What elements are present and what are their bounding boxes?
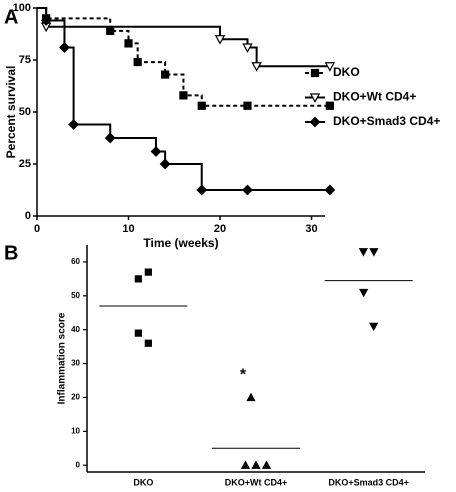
survival-line: [37, 7, 330, 107]
marker: [261, 460, 272, 469]
marker: [242, 184, 253, 196]
y-tick-label: 50: [71, 291, 80, 300]
y-axis-label: Inflammation score: [57, 312, 68, 404]
x-tick-label: 20: [214, 223, 226, 235]
marker: [150, 146, 162, 157]
marker: [324, 62, 336, 72]
survival-line: [37, 7, 330, 68]
x-axis-label: Time (weeks): [143, 236, 218, 250]
legend-label: DKO+Wt CD4+: [333, 90, 416, 104]
marker: [251, 460, 261, 469]
marker: [179, 91, 188, 100]
y-tick-label: 40: [71, 325, 80, 334]
marker: [243, 101, 252, 110]
x-tick-label: 10: [122, 223, 134, 235]
y-tick-label: 75: [19, 54, 31, 66]
marker: [358, 248, 369, 257]
marker: [40, 15, 52, 26]
y-tick-label: 60: [71, 257, 80, 266]
marker: [214, 35, 226, 45]
y-tick-label: 30: [71, 359, 80, 368]
y-tick-label: 25: [19, 158, 31, 170]
marker: [106, 26, 115, 35]
y-tick-label: 50: [19, 106, 31, 118]
x-tick-label: DKO: [133, 477, 153, 487]
marker: [369, 248, 379, 257]
marker: [134, 329, 142, 337]
marker: [240, 460, 251, 469]
marker: [68, 119, 80, 130]
marker: [59, 42, 70, 53]
marker: [134, 275, 142, 283]
x-tick-label: 30: [305, 223, 317, 235]
marker: [133, 57, 142, 67]
marker: [197, 101, 206, 110]
marker: [124, 39, 133, 48]
panel-label: A: [4, 6, 18, 28]
panel-label: B: [4, 242, 18, 264]
marker: [325, 101, 334, 110]
y-tick-label: 0: [25, 210, 31, 222]
y-tick-label: 10: [71, 426, 80, 435]
marker: [369, 322, 379, 332]
annotation: *: [240, 367, 247, 384]
marker: [159, 158, 171, 170]
marker: [324, 184, 336, 196]
y-axis-label: Percent survival: [4, 66, 18, 159]
marker: [251, 62, 262, 72]
marker: [242, 43, 253, 53]
y-tick-label: 20: [71, 393, 80, 402]
marker: [309, 116, 321, 128]
y-tick-label: 100: [13, 2, 31, 14]
marker: [144, 339, 152, 347]
marker: [161, 70, 170, 79]
marker: [246, 392, 256, 402]
x-tick-label: DKO+Wt CD4+: [225, 477, 288, 487]
marker: [309, 93, 321, 103]
marker: [310, 68, 320, 78]
marker: [104, 132, 116, 144]
legend-label: DKO: [333, 65, 360, 79]
x-tick-label: DKO+Smad3 CD4+: [328, 477, 409, 487]
marker: [196, 184, 208, 196]
x-tick-label: 0: [34, 223, 40, 235]
marker: [359, 288, 369, 298]
legend-label: DKO+Smad3 CD4+: [333, 114, 440, 128]
marker: [144, 268, 152, 276]
y-tick-label: 0: [76, 460, 81, 469]
